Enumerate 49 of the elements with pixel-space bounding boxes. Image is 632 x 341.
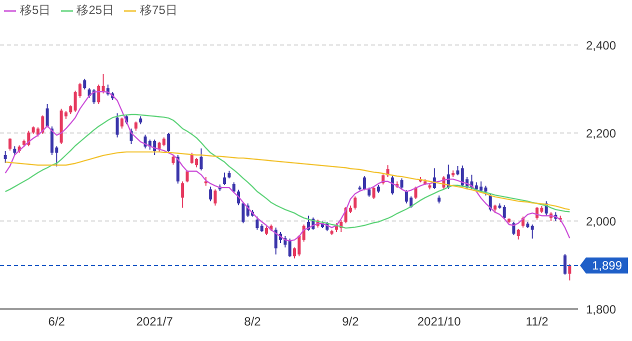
candlestick — [354, 196, 357, 210]
ref-line-label: 1,899 — [592, 258, 622, 272]
candlestick — [46, 103, 49, 128]
candlestick — [200, 148, 203, 171]
candlestick — [158, 141, 161, 152]
legend-label: 移75日 — [140, 3, 178, 17]
candlestick — [97, 84, 100, 104]
candlestick — [242, 202, 245, 224]
x-tick-label: 8/2 — [244, 314, 262, 329]
candlestick — [83, 78, 86, 90]
candlestick — [209, 186, 212, 202]
candlestick — [256, 216, 259, 230]
candlestick — [232, 182, 236, 194]
candlestick — [400, 178, 404, 190]
line-series — [4, 114, 570, 229]
candlestick — [502, 204, 506, 220]
candlestick — [368, 187, 371, 198]
candlestick — [223, 172, 226, 186]
candlestick — [181, 180, 184, 208]
candlestick — [214, 188, 217, 206]
x-tick-label: 6/2 — [48, 314, 66, 329]
x-tick-label: 2021/7 — [136, 314, 174, 329]
candlestick — [116, 112, 119, 138]
candlestick — [456, 166, 460, 176]
legend-label: 移25日 — [76, 3, 114, 17]
candlestick — [288, 238, 292, 258]
candlestick — [120, 117, 124, 130]
candlestick — [390, 175, 394, 196]
y-tick-label: 2,000 — [586, 214, 616, 228]
candlestick — [516, 228, 520, 240]
candlestick — [167, 132, 170, 154]
candlestick — [8, 138, 12, 152]
candlestick — [414, 186, 418, 200]
candlestick — [134, 121, 138, 132]
candlestick — [512, 221, 516, 236]
candlestick — [4, 150, 7, 164]
y-tick-label: 1,800 — [586, 302, 616, 316]
candlestick — [568, 264, 572, 281]
legend-label: 移5日 — [20, 3, 51, 17]
y-tick-label: 2,400 — [586, 38, 616, 52]
candlestick — [372, 186, 376, 200]
candlestick — [172, 154, 175, 166]
candlestick — [530, 224, 534, 240]
x-tick-label: 2021/10 — [417, 314, 462, 329]
candlestick — [564, 254, 567, 276]
x-tick-label: 9/2 — [342, 314, 360, 329]
candlestick — [362, 176, 366, 191]
y-tick-label: 2,200 — [586, 126, 616, 140]
x-tick-label: 11/2 — [526, 314, 549, 329]
